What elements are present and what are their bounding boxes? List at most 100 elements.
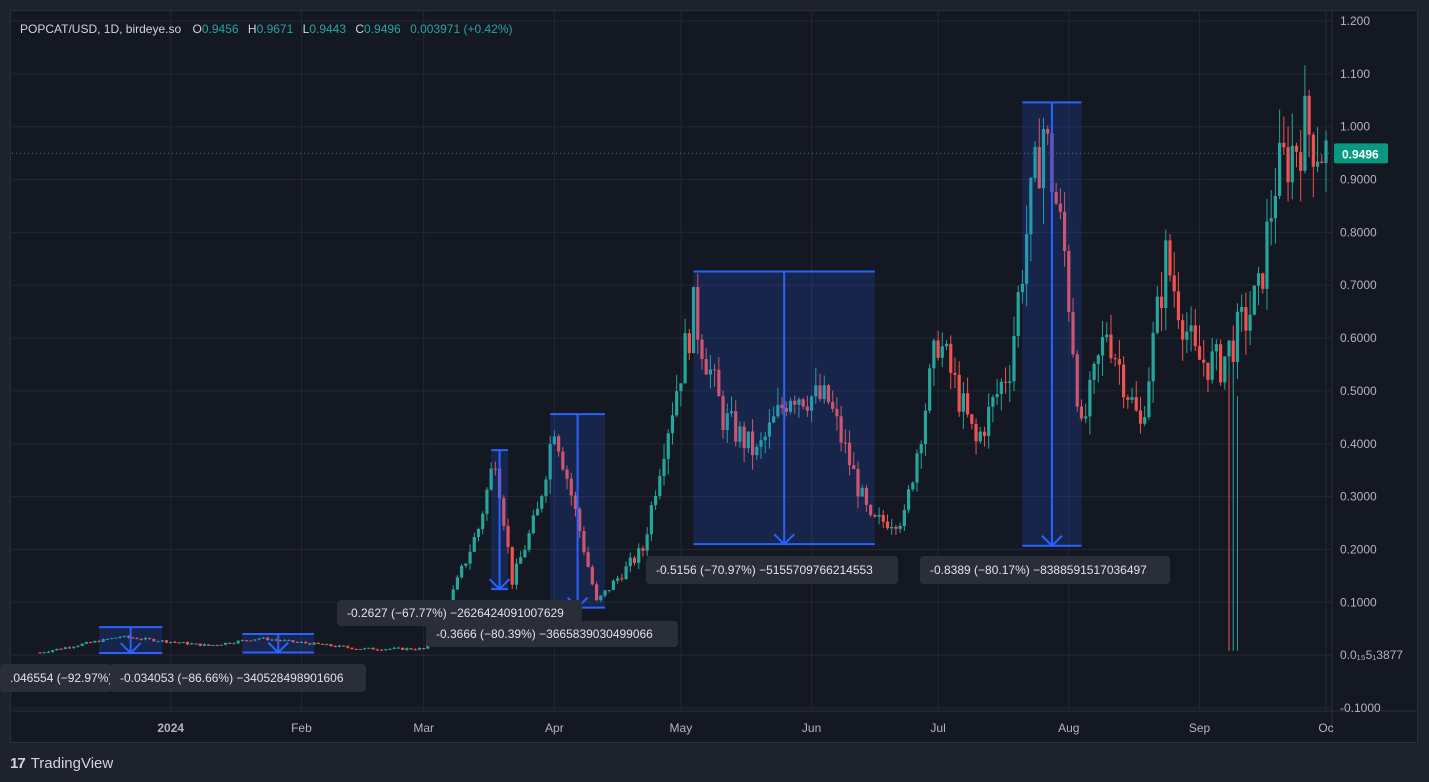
candle-body <box>261 637 266 639</box>
candle-body <box>287 640 291 642</box>
candle-body <box>932 340 936 369</box>
candle-body <box>645 534 649 551</box>
candle-body <box>843 442 847 444</box>
candle-body <box>1130 397 1134 400</box>
candle-body <box>363 648 367 650</box>
candle-body <box>122 635 126 637</box>
candle-body <box>759 440 763 447</box>
candle-body <box>1248 314 1252 331</box>
candle-body <box>42 652 46 654</box>
candle-body <box>139 639 143 641</box>
candle-body <box>392 647 396 649</box>
time-tick-label: Jun <box>802 721 821 735</box>
price-tick-label: 1.200 <box>1340 14 1370 28</box>
candle-body <box>569 478 573 496</box>
candle-body <box>223 642 228 645</box>
high-label: H <box>248 22 257 36</box>
candle-body <box>1240 306 1244 312</box>
candle-body <box>632 557 637 563</box>
candle-body <box>818 385 822 400</box>
time-tick-label: Feb <box>291 721 312 735</box>
candle-body <box>970 414 974 424</box>
candle-body <box>940 346 944 358</box>
candle-body <box>746 431 750 449</box>
candle-body <box>1206 362 1210 380</box>
close-value: 0.9496 <box>364 22 401 36</box>
candle-body <box>1016 292 1020 336</box>
candle-body <box>417 648 422 650</box>
candle-body <box>1088 379 1092 417</box>
candle-body <box>135 638 139 640</box>
candle-body <box>1299 151 1303 171</box>
candle-body <box>156 641 160 643</box>
measure-label-bg <box>0 664 112 692</box>
candle-body <box>245 640 249 642</box>
candle-body <box>1231 340 1235 363</box>
price-tick-label: 0.2000 <box>1340 542 1377 556</box>
candle-body <box>1025 234 1029 284</box>
candle-body <box>1223 356 1227 383</box>
candle-body <box>367 647 371 649</box>
candle-body <box>535 508 540 516</box>
candle-body <box>1084 416 1088 419</box>
candle-body <box>249 640 253 642</box>
candle-body <box>1307 95 1311 135</box>
candle-body <box>603 590 607 596</box>
candle-body <box>299 642 304 644</box>
price-tick-label: 0.5000 <box>1340 384 1377 398</box>
candle-body <box>76 645 80 647</box>
candle-body <box>88 642 93 644</box>
price-tick-label: 0.8000 <box>1340 225 1377 239</box>
candle-body <box>797 399 801 405</box>
candle-body <box>101 639 105 642</box>
candle-body <box>590 566 594 585</box>
candle-body <box>949 343 953 373</box>
time-axis[interactable]: 2024 Feb Mar Apr May Jun Jul Aug Sep Oc <box>157 721 1333 735</box>
price-tick-label: 1.000 <box>1340 120 1370 134</box>
candle-body <box>396 647 400 649</box>
candle-body <box>1210 351 1214 380</box>
candle-body <box>784 407 788 412</box>
candle-body <box>987 406 991 436</box>
candle-body <box>527 533 531 550</box>
candle-body <box>169 641 173 643</box>
candle-body <box>713 369 717 371</box>
candle-body <box>173 641 177 643</box>
candle-body <box>476 529 481 537</box>
candle-body <box>1168 240 1172 276</box>
candle-body <box>877 515 881 517</box>
candle-body <box>270 639 274 641</box>
candle-body <box>611 580 616 590</box>
candle-body <box>266 637 270 641</box>
candle-body <box>1122 364 1126 398</box>
candle-body <box>51 650 55 652</box>
candle-body <box>594 584 599 601</box>
candle-body <box>649 505 653 535</box>
candle-body <box>557 436 561 452</box>
candle-body <box>856 469 860 497</box>
open-value: 0.9456 <box>202 22 239 36</box>
candle-body <box>93 640 97 643</box>
candle-body <box>1286 147 1290 183</box>
candle-body <box>624 566 628 580</box>
candle-body <box>1151 332 1155 382</box>
candle-body <box>653 495 658 506</box>
candle-body <box>902 509 906 526</box>
candle-body <box>468 551 472 564</box>
candle-body <box>1235 311 1240 363</box>
candle-body <box>278 640 282 642</box>
candle-body <box>1290 145 1294 183</box>
candle-body <box>506 525 510 547</box>
candle-body <box>207 644 211 646</box>
measurement-labels: .046554 (−92.97%) -0.034053 (−86.66%) −34… <box>0 556 1170 692</box>
low-label: L <box>303 22 310 36</box>
candle-body <box>953 372 957 375</box>
time-tick-label: Sep <box>1189 721 1211 735</box>
price-tick-label: 0.0₁₅5₁3877 <box>1340 648 1403 662</box>
brand-label[interactable]: TradingView <box>30 754 114 772</box>
candle-body <box>346 646 350 648</box>
price-axis[interactable]: 1.200 1.100 1.000 0.9000 0.8000 0.7000 0.6000 0… <box>1340 14 1403 715</box>
candle-body <box>143 638 148 640</box>
candle-body <box>890 526 894 529</box>
